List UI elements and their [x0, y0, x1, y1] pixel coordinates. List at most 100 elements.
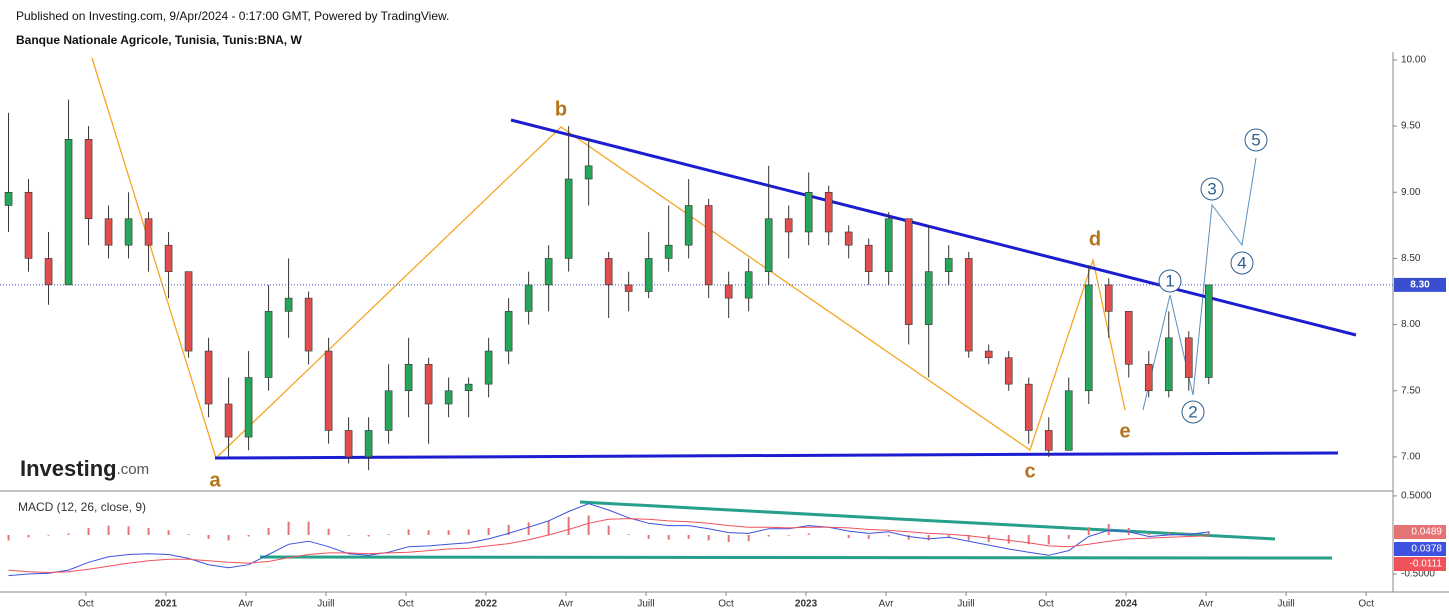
last-value-label: 0.0489 [1411, 527, 1442, 538]
candle-body [724, 284, 733, 299]
candle-body [944, 258, 953, 272]
candle-body [464, 383, 473, 392]
wave-circle [1181, 400, 1205, 424]
wave-number: 3 [1207, 179, 1216, 198]
candle-body [384, 390, 393, 431]
candle-body [1084, 284, 1093, 392]
candle-body [884, 218, 893, 272]
candle-body [264, 311, 273, 378]
candle-body [584, 165, 593, 180]
candle-body [964, 258, 973, 352]
candle-body [1104, 284, 1113, 312]
macd-line [8, 503, 1209, 577]
wave-number: 4 [1237, 253, 1246, 272]
candle-body [324, 350, 333, 431]
last-price-label: 8.30 [1410, 280, 1430, 291]
y-tick-label: 8.00 [1401, 319, 1421, 330]
y-tick-label: 7.50 [1401, 385, 1421, 396]
candle-body [304, 297, 313, 352]
candle-body [644, 258, 653, 292]
last-value-box [1394, 525, 1446, 539]
candle-body [904, 218, 913, 325]
candle-body [1144, 363, 1153, 392]
x-tick-label: Oct [718, 599, 734, 610]
wave-label: a [209, 469, 221, 491]
candle-body [124, 218, 133, 246]
candle-body [144, 218, 153, 246]
candle-body [1164, 337, 1173, 392]
last-value-box [1394, 557, 1446, 571]
candle-body [524, 284, 533, 312]
candle-body [924, 271, 933, 325]
candle-body [684, 205, 693, 246]
candle-body [1044, 430, 1053, 451]
candle-body [664, 244, 673, 259]
candle-body [1204, 284, 1213, 378]
y-tick-label: -0.5000 [1401, 569, 1435, 580]
candle-body [444, 390, 453, 405]
candle-body [504, 311, 513, 352]
candle-body [984, 350, 993, 358]
candle-body [244, 377, 253, 438]
candle-body [224, 403, 233, 438]
last-value-label: 0.0378 [1411, 544, 1442, 555]
candle-body [44, 258, 53, 286]
candle-body [164, 244, 173, 272]
candle-body [604, 258, 613, 286]
plot-layer: 7.00 7.50 8.00 8.50 9.00 9.50 10.00 0.5000 -0.50… [0, 55, 1446, 610]
candle-body [1004, 357, 1013, 385]
candle-body [564, 178, 573, 259]
published-note: Published on Investing.com, 9/Apr/2024 -… [16, 9, 449, 23]
candle-body [744, 271, 753, 299]
wave-circle [1158, 269, 1182, 293]
candle-body [404, 363, 413, 392]
wave-label: d [1089, 228, 1101, 250]
candle-body [24, 191, 33, 259]
candle-body [364, 430, 373, 458]
candle-body [624, 284, 633, 292]
last-value-box [1394, 542, 1446, 556]
candle-body [804, 191, 813, 233]
x-tick-label: Oct [78, 599, 94, 610]
candle-body [864, 244, 873, 272]
candle-body [484, 350, 493, 385]
logo: Investing.com [20, 456, 149, 481]
support-line [214, 451, 1339, 460]
wave-circle [1200, 177, 1224, 201]
x-tick-label: Juill [957, 599, 974, 610]
last-price-box [1394, 277, 1446, 292]
wave-number: 1 [1165, 271, 1174, 290]
candle-body [64, 139, 73, 286]
x-tick-label: 2021 [155, 599, 178, 610]
candle-body [1064, 390, 1073, 451]
candle-body [844, 231, 853, 246]
candle-body [784, 218, 793, 233]
y-tick-label: 9.50 [1401, 121, 1421, 132]
candle-body [1124, 311, 1133, 365]
wave-label: c [1024, 460, 1035, 482]
x-tick-label: 2024 [1115, 599, 1138, 610]
x-tick-label: Oct [1038, 599, 1054, 610]
x-tick-label: Juill [637, 599, 654, 610]
candle-body [204, 350, 213, 405]
candle-body [284, 297, 293, 312]
wave-label: e [1119, 420, 1130, 442]
x-tick-label: Juill [1277, 599, 1294, 610]
chart-title: Banque Nationale Agricole, Tunisia, Tuni… [16, 33, 302, 47]
candle-body [104, 218, 113, 246]
y-tick-label: 8.50 [1401, 253, 1421, 264]
x-tick-label: Oct [398, 599, 414, 610]
wave-circle [1230, 251, 1254, 275]
resistance-line [510, 118, 1357, 337]
wave-number: 2 [1188, 402, 1197, 421]
y-tick-label: 10.00 [1401, 55, 1426, 66]
candle-body [824, 191, 833, 233]
y-tick-label: 7.00 [1401, 452, 1421, 463]
candle-body [184, 271, 193, 352]
wave-number: 5 [1251, 130, 1260, 149]
y-tick-label: 9.00 [1401, 187, 1421, 198]
y-tick-label: 0.5000 [1401, 491, 1432, 502]
candle-body [344, 430, 353, 458]
x-tick-label: Avr [238, 599, 253, 610]
x-tick-label: Avr [559, 599, 574, 610]
